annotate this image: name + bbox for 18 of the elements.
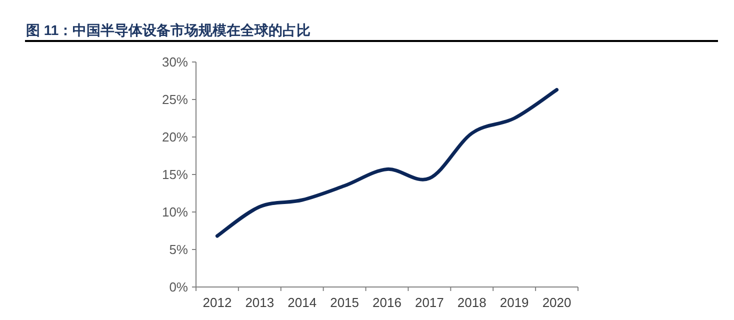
y-tick-label: 15%	[162, 167, 188, 182]
y-tick-label: 0%	[169, 280, 188, 294]
y-tick-label: 25%	[162, 92, 188, 107]
y-tick-label: 10%	[162, 204, 188, 220]
x-tick-label: 2019	[500, 295, 529, 310]
y-tick-label: 30%	[162, 54, 188, 70]
x-tick-label: 2012	[202, 295, 232, 310]
x-tick-label: 2018	[457, 295, 486, 310]
line-series	[215, 88, 559, 238]
x-tick-label: 2020	[542, 295, 572, 310]
chart-title: 图 11：中国半导体设备市场规模在全球的占比	[26, 22, 311, 38]
x-tick-label: 2013	[245, 295, 274, 310]
x-tick-label: 2017	[414, 295, 444, 310]
y-tick-label: 5%	[169, 242, 188, 257]
x-tick-label: 2015	[330, 295, 360, 310]
x-tick-label: 2016	[372, 295, 402, 310]
y-tick-label: 20%	[162, 130, 188, 144]
x-tick-label: 2014	[288, 295, 317, 310]
